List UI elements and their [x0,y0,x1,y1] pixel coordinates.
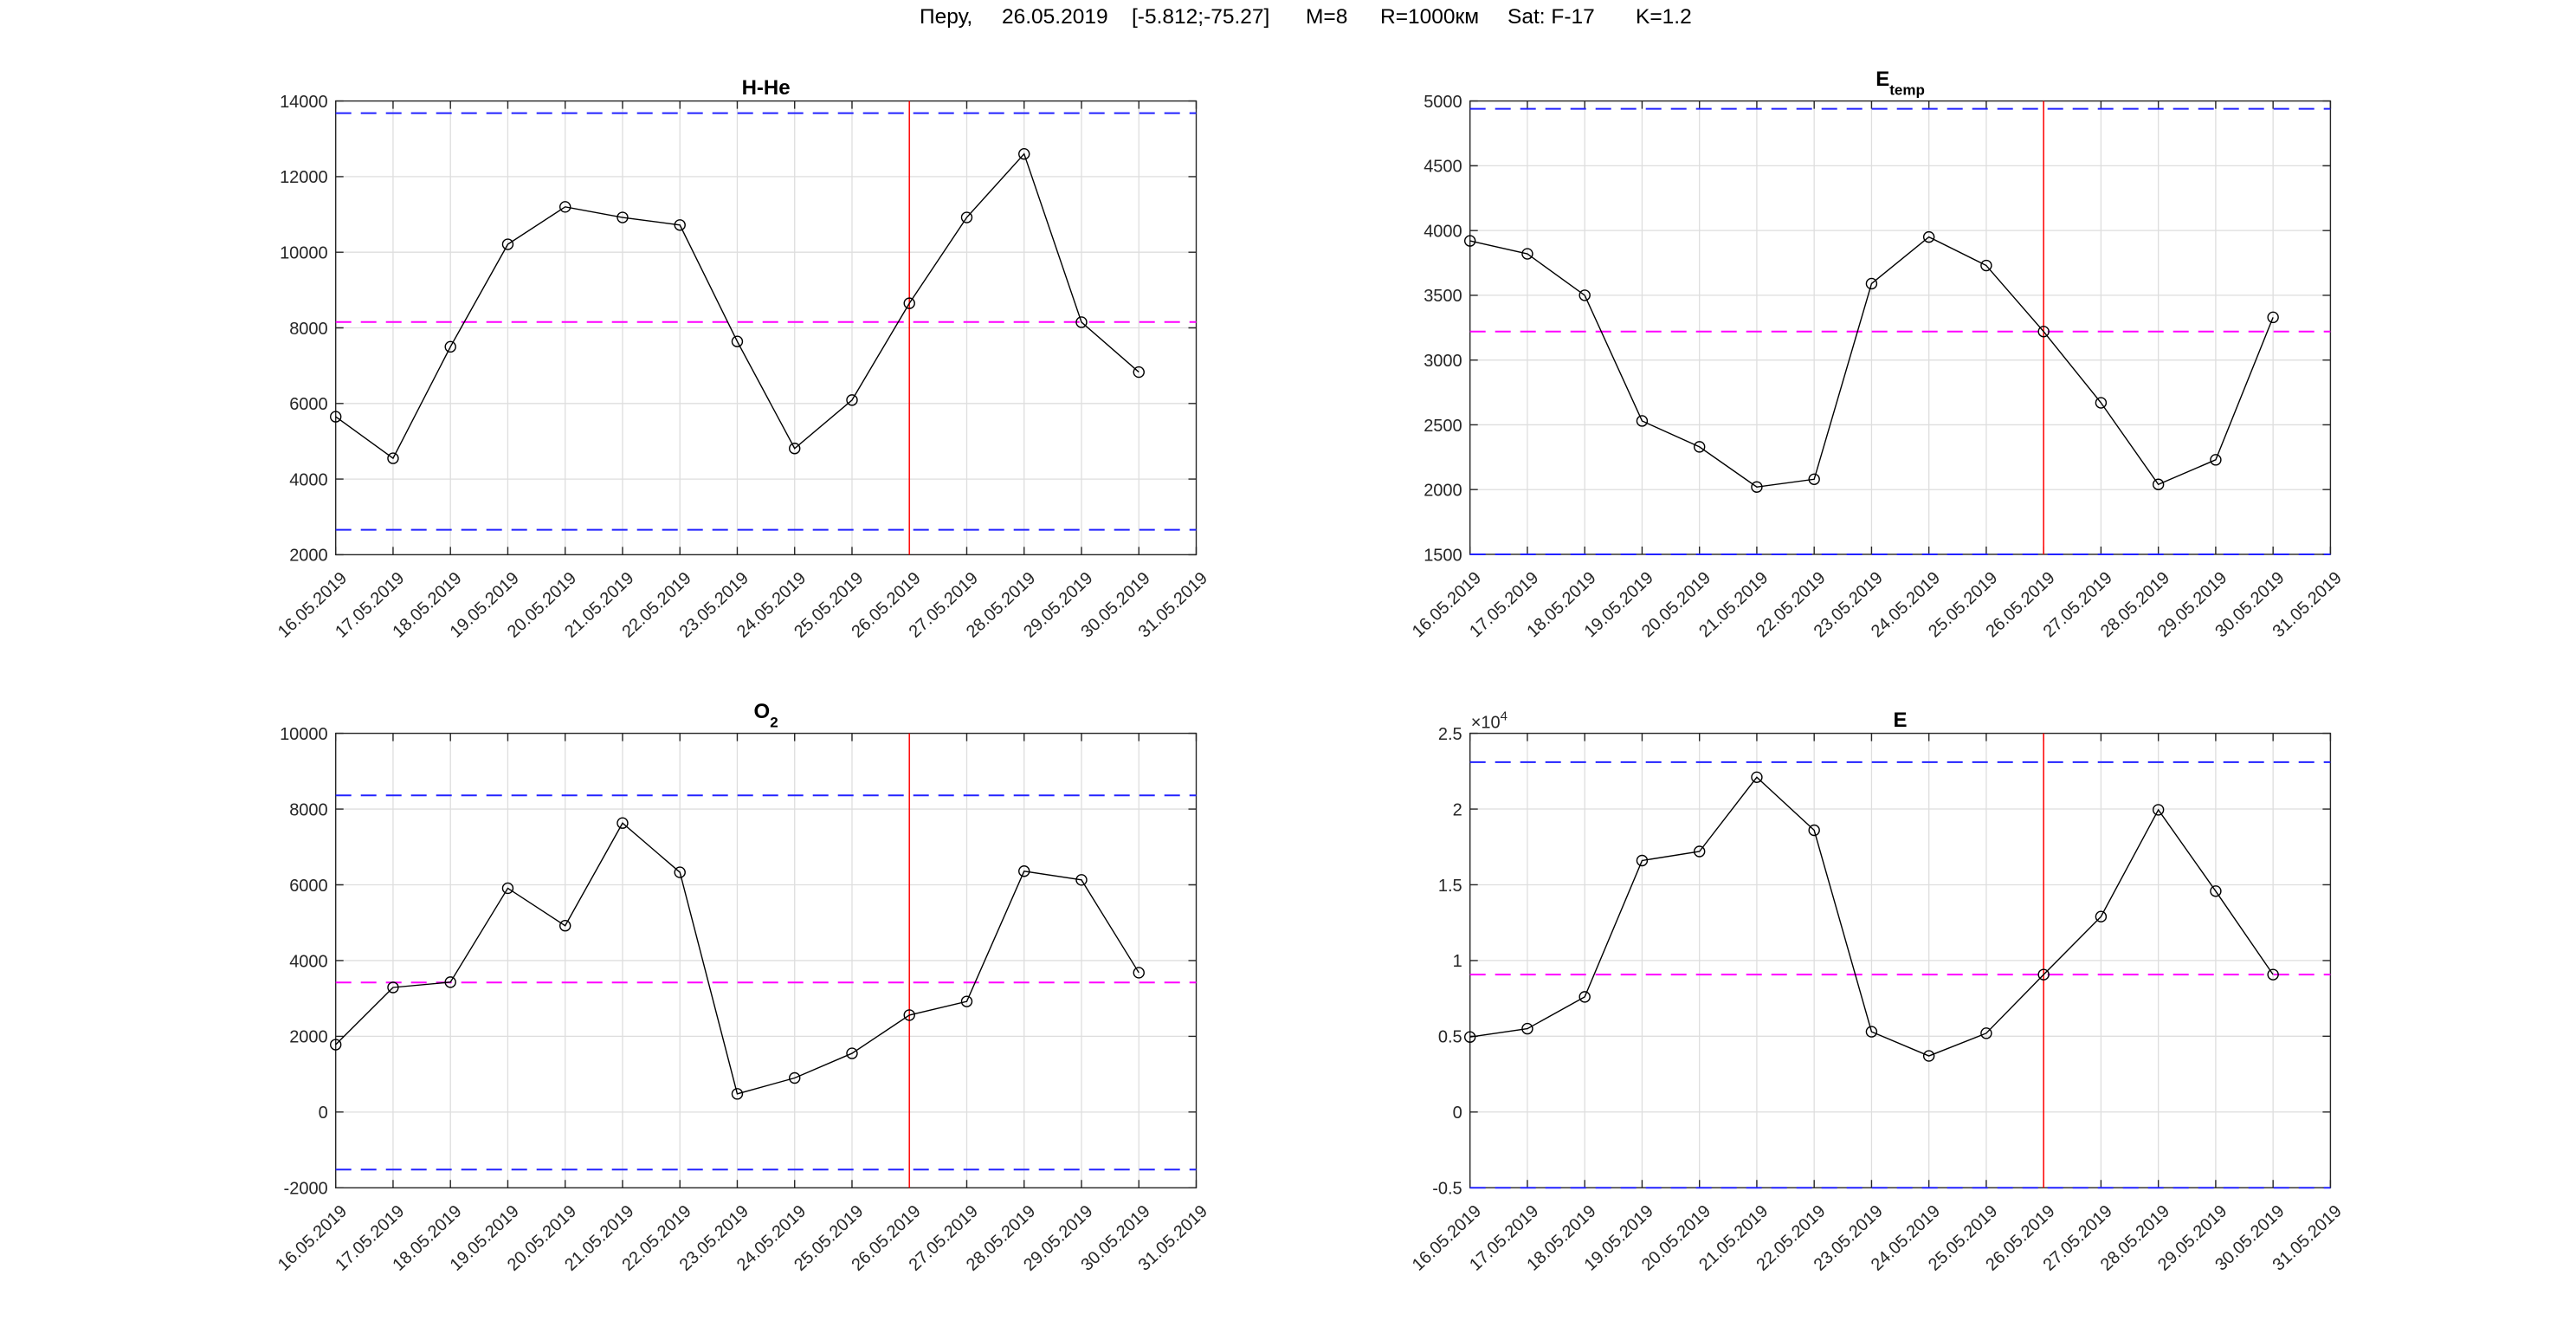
svg-text:0.5: 0.5 [1438,1028,1462,1047]
svg-text:12000: 12000 [280,168,328,187]
svg-text:2000: 2000 [289,1028,328,1047]
svg-text:8000: 8000 [289,320,328,339]
svg-text:E: E [1894,709,1908,732]
svg-text:R=1000км: R=1000км [1380,5,1479,29]
svg-text:14000: 14000 [280,93,328,112]
svg-text:4000: 4000 [1424,222,1462,241]
svg-text:2.5: 2.5 [1438,725,1462,744]
svg-text:Sat: F-17: Sat: F-17 [1508,5,1595,29]
svg-text:10000: 10000 [280,725,328,744]
svg-text:2500: 2500 [1424,417,1462,436]
svg-text:3500: 3500 [1424,287,1462,306]
svg-text:-2000: -2000 [284,1180,328,1199]
svg-text:[-5.812;-75.27]: [-5.812;-75.27] [1132,5,1269,29]
svg-text:6000: 6000 [289,395,328,414]
svg-text:2000: 2000 [289,547,328,566]
svg-text:-0.5: -0.5 [1432,1180,1462,1199]
svg-text:10000: 10000 [280,244,328,263]
svg-text:Перу,: Перу, [920,5,972,29]
svg-text:4000: 4000 [289,952,328,971]
svg-text:H-He: H-He [742,76,791,100]
svg-text:3000: 3000 [1424,352,1462,371]
svg-text:2: 2 [1453,800,1462,819]
svg-text:5000: 5000 [1424,93,1462,112]
svg-text:0: 0 [1453,1104,1462,1123]
svg-text:6000: 6000 [289,877,328,896]
svg-text:0: 0 [319,1104,328,1123]
svg-text:2000: 2000 [1424,482,1462,501]
svg-text:1: 1 [1453,952,1462,971]
svg-text:8000: 8000 [289,800,328,819]
svg-text:1500: 1500 [1424,546,1462,565]
svg-text:26.05.2019: 26.05.2019 [1002,5,1108,29]
svg-text:4000: 4000 [289,470,328,489]
svg-text:4500: 4500 [1424,158,1462,177]
svg-text:K=1.2: K=1.2 [1636,5,1692,29]
svg-text:1.5: 1.5 [1438,877,1462,896]
svg-text:M=8: M=8 [1306,5,1347,29]
